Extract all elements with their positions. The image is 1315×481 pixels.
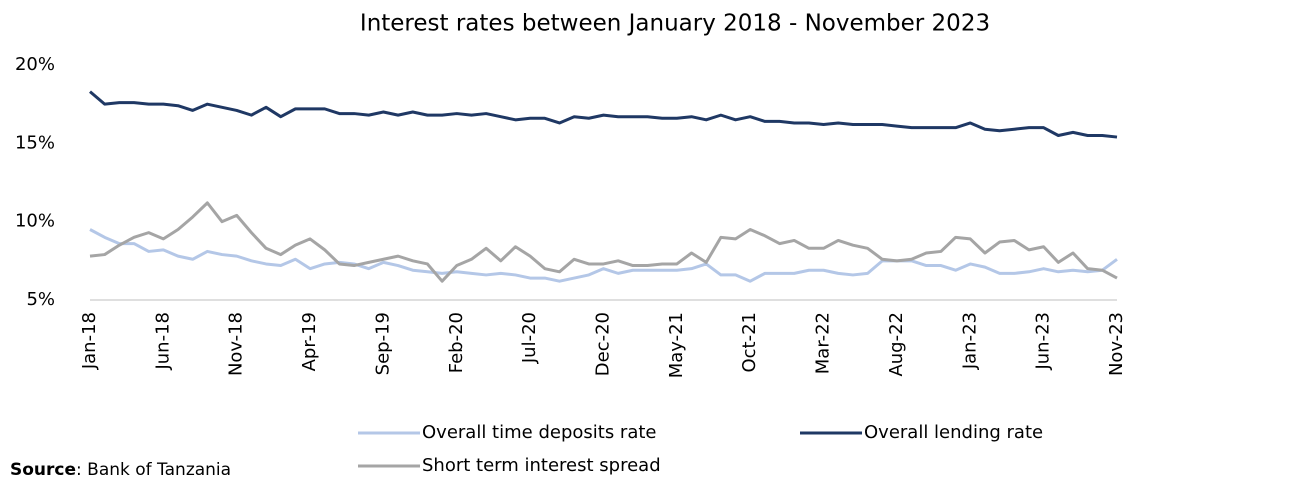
x-tick-label: Aug-22	[886, 312, 907, 377]
x-tick-label: Nov-18	[226, 312, 247, 376]
series-line	[89, 90, 1118, 139]
x-tick-label: Nov-23	[1106, 312, 1127, 376]
x-tick-label: Jun-23	[1033, 312, 1054, 371]
source-label: Source	[10, 460, 76, 480]
legend-label: Overall lending rate	[864, 422, 1043, 443]
source: Source: Bank of Tanzania	[10, 460, 231, 480]
x-tick-label: Mar-22	[813, 312, 834, 374]
x-tick-label: Oct-21	[739, 312, 760, 373]
series-line	[89, 228, 1118, 283]
x-tick-label: Sep-19	[372, 312, 393, 375]
x-tick-label: Dec-20	[593, 312, 614, 376]
x-tick-label: Jun-18	[152, 312, 173, 371]
y-tick-label: 20%	[15, 54, 55, 75]
x-tick-label: Jan-18	[79, 312, 100, 370]
x-tick-label: Jan-23	[959, 312, 980, 370]
x-tick-label: May-21	[666, 312, 687, 378]
y-tick-label: 10%	[15, 211, 55, 232]
x-tick-label: Feb-20	[446, 312, 467, 373]
source-text: : Bank of Tanzania	[76, 460, 231, 480]
legend-label: Short term interest spread	[422, 455, 661, 476]
y-tick-label: 15%	[15, 132, 55, 153]
legend-label: Overall time deposits rate	[422, 422, 656, 443]
x-tick-label: Apr-19	[299, 312, 320, 371]
series-line	[89, 201, 1118, 283]
y-tick-label: 5%	[26, 289, 55, 310]
chart-title: Interest rates between January 2018 - No…	[360, 11, 990, 37]
x-tick-label: Jul-20	[519, 312, 540, 364]
